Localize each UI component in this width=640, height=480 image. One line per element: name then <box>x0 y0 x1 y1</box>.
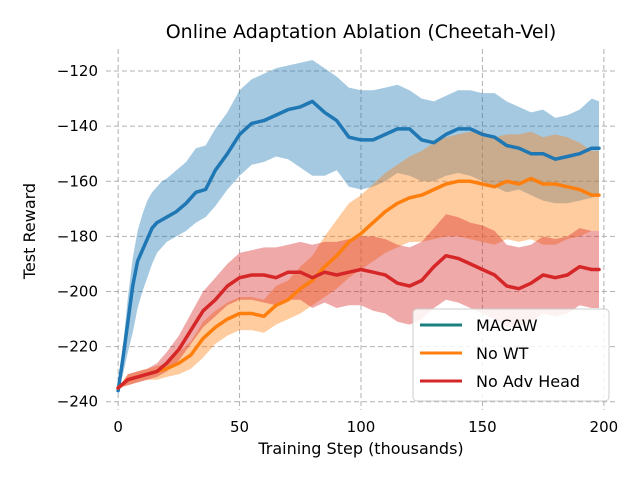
x-tick-label: 50 <box>230 418 249 436</box>
legend-label-no-wt: No WT <box>476 344 529 363</box>
y-tick-label: −240 <box>57 393 98 411</box>
y-tick-label: −120 <box>57 62 98 80</box>
x-axis: 0 50 100 150 200 <box>113 418 618 436</box>
chart-title: Online Adaptation Ablation (Cheetah-Vel) <box>166 21 557 43</box>
y-tick-label: −220 <box>57 338 98 356</box>
macaw-band <box>118 60 599 391</box>
x-tick-label: 100 <box>347 418 376 436</box>
legend-box <box>412 308 610 402</box>
x-axis-label: Training Step (thousands) <box>257 439 463 458</box>
y-tick-label: −200 <box>57 283 98 301</box>
no-wt-line <box>116 176 601 390</box>
y-tick-label: −180 <box>57 227 98 245</box>
x-tick-label: 0 <box>113 418 123 436</box>
confidence-bands <box>118 60 599 391</box>
legend: MACAW No WT No Adv Head <box>412 308 610 402</box>
y-axis-label: Test Reward <box>20 183 39 280</box>
no-adv-head-line <box>116 253 601 390</box>
y-tick-label: −140 <box>57 117 98 135</box>
x-tick-label: 150 <box>468 418 497 436</box>
y-tick-label: −160 <box>57 172 98 190</box>
legend-label-no-adv-head: No Adv Head <box>476 372 580 391</box>
series-lines <box>116 99 601 393</box>
y-axis: −240 −220 −200 −180 −160 −140 −120 <box>57 62 98 411</box>
legend-label-macaw: MACAW <box>476 316 538 335</box>
macaw-line <box>116 99 601 393</box>
no-wt-band <box>118 131 599 388</box>
no-adv-head-band <box>118 214 599 388</box>
x-tick-label: 200 <box>590 418 619 436</box>
